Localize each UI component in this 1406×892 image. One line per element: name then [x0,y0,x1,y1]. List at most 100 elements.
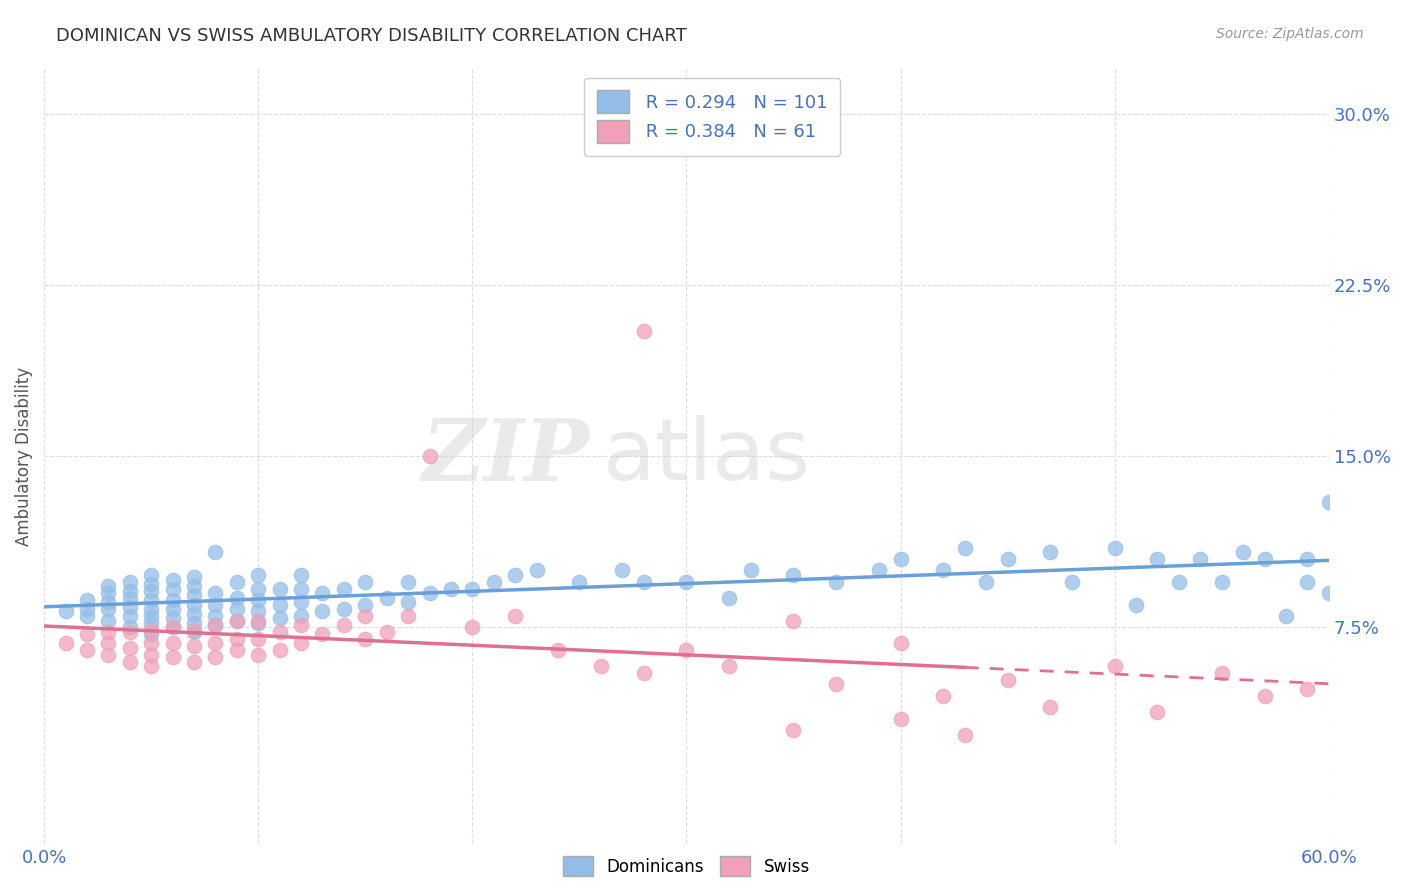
Point [76,602,98,616]
Point [141,648,163,662]
Point [1211,666,1233,681]
Point [333,618,356,632]
Point [183,579,205,593]
Point [247,614,270,628]
Point [290,618,312,632]
Point [183,623,205,637]
Point [55,604,77,618]
Point [612,563,634,577]
Point [868,563,890,577]
Point [333,582,356,596]
Point [633,324,655,338]
Point [269,598,291,612]
Text: atlas: atlas [603,415,811,498]
Point [547,643,569,657]
Point [76,643,98,657]
Point [225,602,247,616]
Point [55,636,77,650]
Point [141,577,163,591]
Point [97,614,120,628]
Point [204,636,226,650]
Point [782,614,804,628]
Point [290,582,312,596]
Point [97,624,120,639]
Point [269,611,291,625]
Point [162,573,184,587]
Point [568,574,591,589]
Point [1253,552,1275,566]
Text: DOMINICAN VS SWISS AMBULATORY DISABILITY CORRELATION CHART: DOMINICAN VS SWISS AMBULATORY DISABILITY… [56,27,688,45]
Point [461,620,484,634]
Point [396,595,419,609]
Point [118,620,141,634]
Point [675,643,697,657]
Point [141,583,163,598]
Point [633,574,655,589]
Point [269,643,291,657]
Point [1146,552,1168,566]
Point [1104,541,1126,555]
Point [675,574,697,589]
Point [204,545,226,559]
Point [375,624,398,639]
Point [97,636,120,650]
Point [290,595,312,609]
Point [162,620,184,634]
Point [354,632,377,646]
Point [290,636,312,650]
Point [97,579,120,593]
Point [354,574,377,589]
Point [718,659,741,673]
Point [183,639,205,653]
Point [782,568,804,582]
Point [247,604,270,618]
Point [1275,609,1298,624]
Point [162,602,184,616]
Point [118,574,141,589]
Point [225,591,247,605]
Point [225,643,247,657]
Point [311,627,333,641]
Point [183,570,205,584]
Point [76,609,98,624]
Point [354,598,377,612]
Point [247,615,270,630]
Point [953,728,976,742]
Point [1296,574,1319,589]
Point [247,593,270,607]
Point [183,589,205,603]
Point [162,611,184,625]
Point [225,632,247,646]
Point [333,602,356,616]
Point [97,586,120,600]
Point [97,602,120,616]
Point [141,593,163,607]
Point [183,607,205,621]
Text: Source: ZipAtlas.com: Source: ZipAtlas.com [1216,27,1364,41]
Point [396,574,419,589]
Point [204,618,226,632]
Point [204,650,226,665]
Point [162,650,184,665]
Point [118,583,141,598]
Point [141,602,163,616]
Point [932,689,955,703]
Point [1189,552,1212,566]
Point [247,568,270,582]
Point [162,593,184,607]
Point [183,624,205,639]
Point [1039,700,1062,714]
Point [183,655,205,669]
Point [1296,681,1319,696]
Point [718,591,741,605]
Point [503,568,526,582]
Point [162,620,184,634]
Point [141,615,163,630]
Point [1232,545,1254,559]
Point [589,659,612,673]
Point [141,627,163,641]
Point [1317,586,1340,600]
Point [932,563,955,577]
Point [440,582,463,596]
Point [953,541,976,555]
